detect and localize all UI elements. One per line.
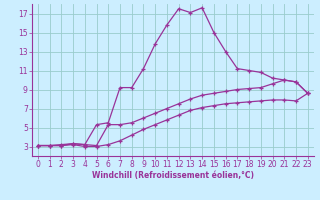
X-axis label: Windchill (Refroidissement éolien,°C): Windchill (Refroidissement éolien,°C) xyxy=(92,171,254,180)
